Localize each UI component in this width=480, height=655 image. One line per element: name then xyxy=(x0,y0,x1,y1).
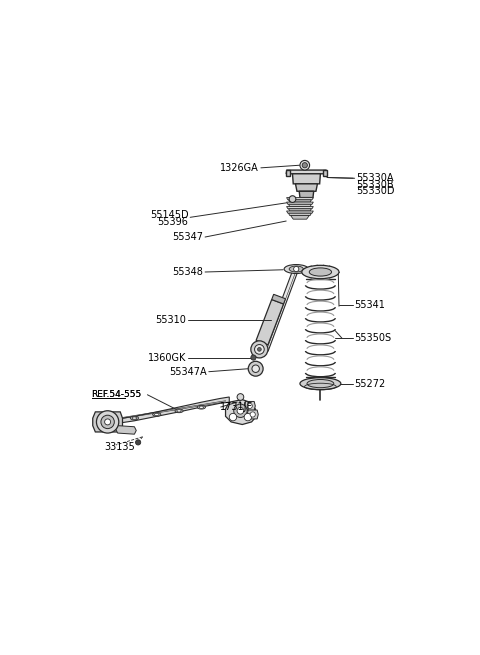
Text: 55310: 55310 xyxy=(156,314,186,325)
Ellipse shape xyxy=(155,413,159,415)
Text: 55330D: 55330D xyxy=(356,186,394,196)
Circle shape xyxy=(258,348,261,351)
Text: 55330A: 55330A xyxy=(356,174,393,183)
Text: 55347: 55347 xyxy=(172,232,203,242)
Circle shape xyxy=(244,413,252,421)
Ellipse shape xyxy=(177,410,181,412)
Text: 55348: 55348 xyxy=(172,267,203,277)
Ellipse shape xyxy=(302,265,339,278)
Ellipse shape xyxy=(132,417,137,419)
Text: 1360GK: 1360GK xyxy=(148,352,186,363)
Circle shape xyxy=(251,355,256,360)
Circle shape xyxy=(247,403,252,409)
Polygon shape xyxy=(288,214,312,215)
Polygon shape xyxy=(286,170,290,176)
Text: 55272: 55272 xyxy=(354,379,385,388)
Ellipse shape xyxy=(153,413,161,417)
Ellipse shape xyxy=(309,268,332,276)
Circle shape xyxy=(252,365,259,373)
Circle shape xyxy=(229,413,237,421)
Polygon shape xyxy=(287,202,313,204)
Circle shape xyxy=(248,362,263,376)
Circle shape xyxy=(237,407,244,414)
Circle shape xyxy=(250,412,255,417)
Text: 1731JF: 1731JF xyxy=(220,402,253,412)
Polygon shape xyxy=(292,174,321,184)
Circle shape xyxy=(105,419,110,425)
Polygon shape xyxy=(299,191,314,198)
Polygon shape xyxy=(296,184,317,191)
Circle shape xyxy=(302,162,307,168)
Text: 55330B: 55330B xyxy=(356,179,394,189)
Polygon shape xyxy=(288,200,312,202)
Polygon shape xyxy=(112,397,229,424)
Circle shape xyxy=(101,415,114,428)
Circle shape xyxy=(237,394,244,400)
Circle shape xyxy=(254,345,264,354)
Circle shape xyxy=(234,404,247,417)
Text: 55396: 55396 xyxy=(157,217,188,227)
Polygon shape xyxy=(93,412,122,432)
Polygon shape xyxy=(244,402,255,411)
Polygon shape xyxy=(324,170,327,176)
Ellipse shape xyxy=(197,405,205,409)
Polygon shape xyxy=(286,170,327,174)
Text: 55347A: 55347A xyxy=(169,367,207,377)
Polygon shape xyxy=(116,426,136,434)
Polygon shape xyxy=(288,204,312,206)
Circle shape xyxy=(300,160,310,170)
Polygon shape xyxy=(272,294,286,304)
Text: REF.54-555: REF.54-555 xyxy=(92,390,142,400)
Polygon shape xyxy=(226,400,256,424)
Polygon shape xyxy=(290,215,309,219)
Circle shape xyxy=(96,411,119,433)
Ellipse shape xyxy=(130,416,139,420)
Ellipse shape xyxy=(199,406,204,408)
Ellipse shape xyxy=(175,409,183,413)
Circle shape xyxy=(294,267,299,272)
Circle shape xyxy=(135,440,141,445)
Ellipse shape xyxy=(284,265,308,274)
Text: 55145D: 55145D xyxy=(150,210,188,221)
Ellipse shape xyxy=(289,266,303,272)
Text: 55341: 55341 xyxy=(354,301,385,310)
Text: 1326GA: 1326GA xyxy=(220,163,259,173)
Text: 33135: 33135 xyxy=(104,442,135,452)
Polygon shape xyxy=(247,410,258,419)
Polygon shape xyxy=(288,209,312,211)
Text: REF.54-555: REF.54-555 xyxy=(92,390,142,400)
Polygon shape xyxy=(287,206,313,209)
Circle shape xyxy=(289,196,296,202)
Polygon shape xyxy=(263,271,298,351)
Circle shape xyxy=(251,341,268,358)
Polygon shape xyxy=(256,299,284,345)
Ellipse shape xyxy=(300,378,341,390)
Polygon shape xyxy=(287,211,313,214)
Ellipse shape xyxy=(307,379,334,388)
Text: 55350S: 55350S xyxy=(354,333,391,343)
Circle shape xyxy=(254,362,258,365)
Polygon shape xyxy=(287,198,313,200)
